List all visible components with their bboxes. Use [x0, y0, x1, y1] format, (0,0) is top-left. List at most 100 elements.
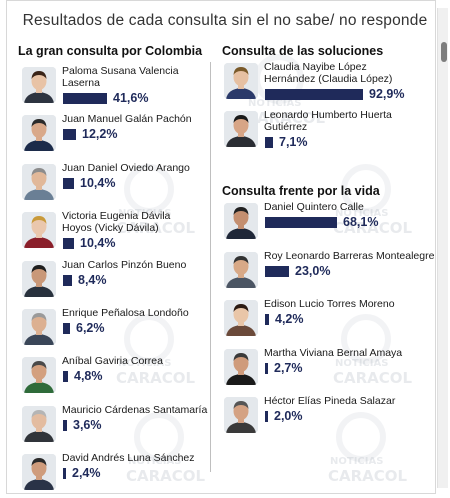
result-bar [63, 177, 74, 189]
infographic-frame [6, 0, 436, 494]
candidate-photo [22, 405, 56, 442]
result-percentage: 41,6% [113, 91, 149, 105]
candidate-name: Paloma Susana Valencia Laserna [62, 65, 179, 89]
scrollbar-thumb[interactable] [441, 42, 447, 62]
candidate-name-line: Daniel Quintero Calle [264, 201, 364, 213]
candidate-photo [22, 212, 56, 249]
section-title-soluciones: Consulta de las soluciones [222, 44, 384, 58]
result-percentage: 68,1% [343, 215, 379, 229]
candidate-name-line: Aníbal Gaviria Correa [62, 355, 163, 368]
result-bar [265, 217, 337, 228]
candidate-row: Paloma Susana Valencia Laserna 41,6% [22, 65, 202, 111]
candidate-name: Mauricio Cárdenas Santamaría [62, 404, 207, 416]
candidate-name: Daniel Quintero Calle [264, 201, 364, 213]
result-percentage: 7,1% [279, 135, 308, 149]
result-bar [265, 362, 268, 374]
result-bar [265, 265, 289, 277]
candidate-name-line: Laserna [62, 77, 100, 89]
result-bar [63, 129, 76, 141]
result-percentage: 4,8% [74, 369, 103, 384]
candidate-row: Juan Daniel Oviedo Arango 10,4% [22, 162, 202, 208]
section-title-frente-vida: Consulta frente por la vida [222, 184, 380, 198]
result-bar [63, 323, 70, 334]
result-percentage: 6,2% [76, 321, 105, 335]
candidate-row: Edison Lucio Torres Moreno 4,2% [224, 298, 404, 344]
candidate-name-line: Hoyos (Vicky Dávila) [62, 222, 159, 235]
result-bar [63, 468, 66, 480]
result-percentage: 10,4% [80, 236, 116, 251]
candidate-name-line: David Andrés Luna Sánchez [62, 452, 195, 465]
section-title-gran-consulta: La gran consulta por Colombia [18, 44, 203, 58]
result-bar [265, 89, 363, 100]
candidate-row: Juan Carlos Pinzón Bueno 8,4% [22, 259, 202, 305]
result-bar [63, 419, 67, 431]
result-bar [63, 238, 74, 250]
candidate-name: Roy Leonardo Barreras Montealegre [264, 250, 434, 262]
candidate-name-line: Leonardo Humberto Huerta [264, 109, 392, 121]
candidate-row: Roy Leonardo Barreras Montealegre 23,0% [224, 250, 434, 296]
column-divider [210, 62, 211, 472]
candidate-name: Aníbal Gaviria Correa [62, 355, 163, 367]
candidate-name-line: Victoria Eugenia Dávila [62, 210, 171, 223]
candidate-name-line: Claudia Nayibe López [264, 61, 367, 73]
candidate-photo [22, 309, 56, 345]
candidate-row: David Andrés Luna Sánchez 2,4% [22, 452, 202, 498]
result-bar [63, 93, 107, 104]
result-bar [63, 274, 72, 286]
candidate-name-line: Martha Viviana Bernal Amaya [264, 346, 403, 359]
result-percentage: 12,2% [82, 127, 118, 142]
candidate-name-line: Paloma Susana Valencia [62, 65, 179, 77]
result-percentage: 92,9% [369, 87, 405, 101]
candidate-name-line: Juan Daniel Oviedo Arango [62, 161, 190, 174]
candidate-name-line: Juan Carlos Pinzón Bueno [62, 258, 187, 271]
candidate-row: Héctor Elías Pineda Salazar 2,0% [224, 395, 404, 441]
result-percentage: 23,0% [295, 263, 331, 278]
candidate-photo [22, 115, 56, 152]
candidate-name: Martha Viviana Bernal Amaya [264, 347, 402, 359]
result-percentage: 3,6% [73, 417, 102, 432]
candidate-row: Victoria Eugenia Dávila Hoyos (Vicky Dávi… [22, 210, 202, 256]
candidate-row: Leonardo Humberto Huerta Gutiérrez 7,1% [224, 109, 404, 155]
candidate-row: Juan Manuel Galán Pachón 12,2% [22, 113, 202, 159]
candidate-photo [22, 454, 56, 491]
result-percentage: 8,4% [78, 272, 107, 287]
scrollbar-track[interactable] [437, 8, 448, 488]
result-percentage: 2,7% [274, 360, 303, 375]
candidate-name-line: Mauricio Cárdenas Santamaría [62, 403, 208, 416]
candidate-name-line: Edison Lucio Torres Moreno [264, 298, 395, 310]
candidate-name-line: Hernández (Claudia López) [264, 73, 393, 85]
page-title: Resultados de cada consulta sin el no sa… [22, 12, 428, 29]
candidate-row: Martha Viviana Bernal Amaya 2,7% [224, 347, 404, 393]
candidate-name: David Andrés Luna Sánchez [62, 452, 195, 464]
candidate-name: Leonardo Humberto Huerta Gutiérrez [264, 109, 392, 133]
result-bar [265, 411, 268, 422]
candidate-name: Enrique Peñalosa Londoño [62, 307, 189, 319]
candidate-row: Enrique Peñalosa Londoño 6,2% [22, 307, 202, 353]
candidate-photo [224, 111, 258, 147]
result-bar [265, 314, 269, 325]
candidate-photo [22, 357, 56, 394]
candidate-name: Edison Lucio Torres Moreno [264, 298, 395, 310]
candidate-row: Daniel Quintero Calle 68,1% [224, 201, 404, 247]
candidate-name-line: Roy Leonardo Barreras Montealegre [264, 249, 435, 262]
candidate-name-line: Enrique Peñalosa Londoño [62, 307, 189, 319]
candidate-name: Juan Manuel Galán Pachón [62, 113, 192, 125]
candidate-photo [224, 63, 258, 99]
result-percentage: 10,4% [80, 175, 116, 190]
candidate-name: Juan Daniel Oviedo Arango [62, 162, 190, 174]
candidate-photo [224, 348, 258, 385]
candidate-row: Claudia Nayibe López Hernández (Claudia L… [224, 61, 405, 107]
result-percentage: 4,2% [275, 312, 304, 326]
candidate-photo [224, 397, 258, 433]
candidate-name-line: Gutiérrez [264, 121, 308, 133]
candidate-photo [224, 251, 258, 288]
result-percentage: 2,4% [72, 466, 101, 481]
result-percentage: 2,0% [274, 409, 303, 423]
candidate-name: Juan Carlos Pinzón Bueno [62, 259, 186, 271]
candidate-photo [22, 67, 56, 103]
candidate-photo [224, 203, 258, 239]
candidate-name-line: Héctor Elías Pineda Salazar [264, 395, 396, 407]
candidate-name: Victoria Eugenia Dávila Hoyos (Vicky Dávi… [62, 210, 170, 234]
candidate-photo [22, 163, 56, 200]
candidate-photo [224, 300, 258, 336]
